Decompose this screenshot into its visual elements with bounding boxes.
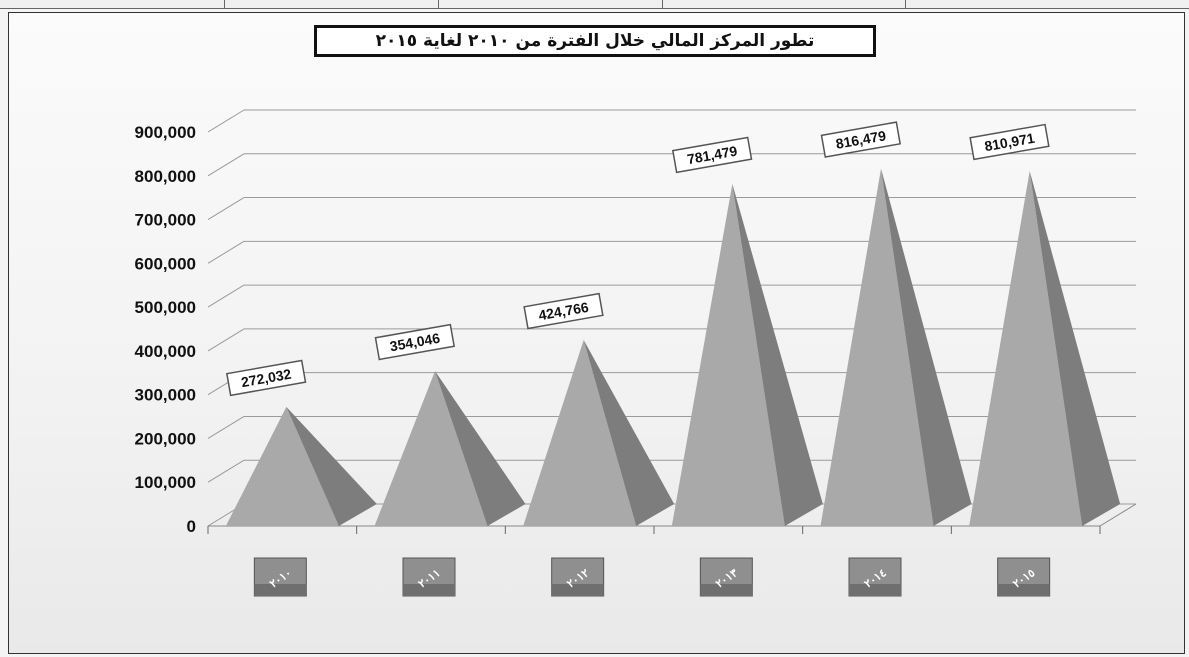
pyramid-bar bbox=[374, 371, 526, 526]
x-category-label: ٢٠١٥ bbox=[997, 557, 1051, 597]
pyramid-side bbox=[732, 183, 823, 526]
x-axis: ٢٠١٠ ٢٠١١ ٢٠١٢ ٢٠١٣ ٢٠١٤ ٢٠١٥ bbox=[253, 557, 1051, 597]
data-label: 816,479 bbox=[820, 121, 902, 158]
data-labels: 272,032 354,046 424,766 781,479 816,479 810,9… bbox=[225, 121, 1050, 397]
axis-floor-depth bbox=[1099, 503, 1137, 527]
gridline-depth bbox=[207, 416, 245, 439]
pyramid-side bbox=[435, 371, 526, 526]
x-category-label: ٢٠١٢ bbox=[551, 557, 605, 597]
pyramid-side bbox=[286, 406, 377, 526]
y-tick-label: 100,000 bbox=[135, 473, 196, 492]
pyramid-bar bbox=[820, 168, 972, 526]
gridline-depth bbox=[207, 284, 245, 308]
y-tick-label: 700,000 bbox=[135, 211, 196, 230]
pyramid-face bbox=[820, 168, 934, 526]
x-category-label: ٢٠١٣ bbox=[699, 557, 753, 597]
pyramid-side bbox=[1029, 170, 1121, 526]
x-category-label: ٢٠١٤ bbox=[848, 557, 902, 597]
gridline-depth bbox=[207, 459, 245, 483]
pyramid-face bbox=[523, 340, 637, 526]
data-label: 781,479 bbox=[671, 136, 753, 174]
y-tick-label: 400,000 bbox=[135, 342, 196, 361]
x-category-label: ٢٠١١ bbox=[402, 557, 456, 597]
pyramid-side bbox=[881, 168, 972, 526]
chart-title-box: تطور المركز المالي خلال الفترة من ٢٠١٠ ل… bbox=[314, 25, 876, 57]
pyramid-face bbox=[225, 406, 339, 526]
pyramid-bar bbox=[969, 170, 1121, 526]
data-label: 272,032 bbox=[225, 359, 307, 397]
data-label: 810,971 bbox=[969, 123, 1050, 161]
chart-title: تطور المركز المالي خلال الفترة من ٢٠١٠ ل… bbox=[375, 31, 815, 51]
pyramid-side bbox=[583, 340, 675, 526]
pyramid-bar bbox=[225, 406, 377, 526]
gridline-depth bbox=[207, 197, 245, 220]
y-tick-label: 200,000 bbox=[135, 429, 196, 448]
chart-frame bbox=[8, 12, 1185, 654]
pyramid-face bbox=[374, 371, 488, 526]
pyramid-face bbox=[969, 170, 1083, 526]
gridline-depth bbox=[207, 153, 245, 177]
gridline-depth bbox=[207, 109, 245, 133]
y-tick-label: 0 bbox=[187, 517, 196, 536]
y-tick-label: 300,000 bbox=[135, 386, 196, 405]
gridline-depth bbox=[207, 240, 245, 264]
data-label: 424,766 bbox=[523, 292, 604, 330]
x-category-label: ٢٠١٠ bbox=[253, 557, 307, 597]
y-axis: 0 100,000 200,000 300,000 400,000 500,000 600,… bbox=[135, 123, 196, 536]
y-tick-label: 800,000 bbox=[135, 167, 196, 186]
pyramid-bar bbox=[671, 183, 823, 526]
pyramid-bar bbox=[523, 340, 675, 526]
y-tick-label: 600,000 bbox=[135, 254, 196, 273]
gridline-depth bbox=[207, 328, 245, 352]
data-label: 354,046 bbox=[374, 323, 456, 361]
pyramid-face bbox=[671, 183, 785, 526]
gridlines bbox=[207, 109, 1137, 534]
y-tick-label: 900,000 bbox=[135, 123, 196, 142]
top-table-strip bbox=[0, 0, 1189, 9]
y-tick-label: 500,000 bbox=[135, 298, 196, 317]
pyramids bbox=[225, 168, 1121, 526]
